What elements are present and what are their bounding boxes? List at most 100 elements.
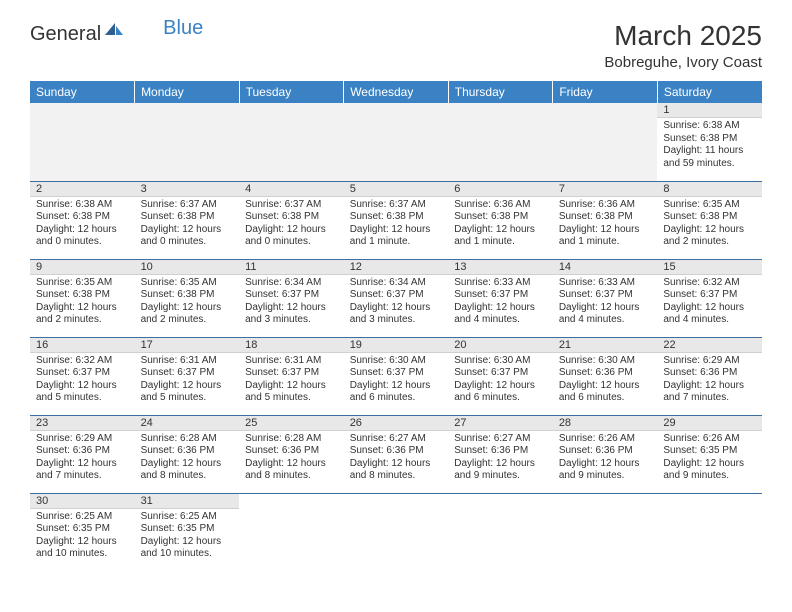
day-details: Sunrise: 6:29 AMSunset: 6:36 PMDaylight:… [657,353,762,409]
sunset-text: Sunset: 6:37 PM [454,289,547,302]
day-number: 16 [30,338,135,353]
calendar-body: 1Sunrise: 6:38 AMSunset: 6:38 PMDaylight… [30,103,762,571]
sunrise-text: Sunrise: 6:26 AM [663,433,756,446]
daylight-text: Daylight: 12 hours and 9 minutes. [663,458,756,483]
day-cell: 10Sunrise: 6:35 AMSunset: 6:38 PMDayligh… [135,259,240,337]
day-cell: 1Sunrise: 6:38 AMSunset: 6:38 PMDaylight… [657,103,762,181]
day-details: Sunrise: 6:36 AMSunset: 6:38 PMDaylight:… [448,197,553,253]
day-number: 29 [657,416,762,431]
day-number: 12 [344,260,449,275]
sunrise-text: Sunrise: 6:34 AM [350,277,443,290]
sunset-text: Sunset: 6:38 PM [663,211,756,224]
sunrise-text: Sunrise: 6:33 AM [454,277,547,290]
sunset-text: Sunset: 6:38 PM [36,211,129,224]
day-details: Sunrise: 6:31 AMSunset: 6:37 PMDaylight:… [135,353,240,409]
day-details: Sunrise: 6:32 AMSunset: 6:37 PMDaylight:… [30,353,135,409]
day-cell: 3Sunrise: 6:37 AMSunset: 6:38 PMDaylight… [135,181,240,259]
sunrise-text: Sunrise: 6:30 AM [350,355,443,368]
day-cell: 13Sunrise: 6:33 AMSunset: 6:37 PMDayligh… [448,259,553,337]
daylight-text: Daylight: 12 hours and 2 minutes. [663,224,756,249]
day-number: 13 [448,260,553,275]
day-cell: 31Sunrise: 6:25 AMSunset: 6:35 PMDayligh… [135,493,240,571]
day-cell: 6Sunrise: 6:36 AMSunset: 6:38 PMDaylight… [448,181,553,259]
sunrise-text: Sunrise: 6:35 AM [141,277,234,290]
day-number: 8 [657,182,762,197]
location-label: Bobreguhe, Ivory Coast [604,54,762,71]
day-cell: 17Sunrise: 6:31 AMSunset: 6:37 PMDayligh… [135,337,240,415]
sunset-text: Sunset: 6:36 PM [350,445,443,458]
day-header: Saturday [657,81,762,103]
day-details: Sunrise: 6:27 AMSunset: 6:36 PMDaylight:… [344,431,449,487]
daylight-text: Daylight: 12 hours and 5 minutes. [245,380,338,405]
day-cell: 16Sunrise: 6:32 AMSunset: 6:37 PMDayligh… [30,337,135,415]
day-header: Monday [135,81,240,103]
day-details: Sunrise: 6:28 AMSunset: 6:36 PMDaylight:… [135,431,240,487]
day-cell: 25Sunrise: 6:28 AMSunset: 6:36 PMDayligh… [239,415,344,493]
daylight-text: Daylight: 12 hours and 0 minutes. [245,224,338,249]
daylight-text: Daylight: 11 hours and 59 minutes. [663,145,756,170]
sunset-text: Sunset: 6:38 PM [36,289,129,302]
brand-logo: General Blue [30,20,203,49]
title-block: March 2025 Bobreguhe, Ivory Coast [604,20,762,71]
sunset-text: Sunset: 6:36 PM [36,445,129,458]
sunrise-text: Sunrise: 6:28 AM [141,433,234,446]
week-row: 23Sunrise: 6:29 AMSunset: 6:36 PMDayligh… [30,415,762,493]
daylight-text: Daylight: 12 hours and 1 minute. [454,224,547,249]
day-details: Sunrise: 6:33 AMSunset: 6:37 PMDaylight:… [553,275,658,331]
day-header-row: Sunday Monday Tuesday Wednesday Thursday… [30,81,762,103]
sail-icon [103,20,125,43]
daylight-text: Daylight: 12 hours and 7 minutes. [663,380,756,405]
sunset-text: Sunset: 6:36 PM [454,445,547,458]
day-cell: 23Sunrise: 6:29 AMSunset: 6:36 PMDayligh… [30,415,135,493]
day-cell: 29Sunrise: 6:26 AMSunset: 6:35 PMDayligh… [657,415,762,493]
day-cell: 11Sunrise: 6:34 AMSunset: 6:37 PMDayligh… [239,259,344,337]
sunset-text: Sunset: 6:38 PM [663,133,756,146]
day-cell: 19Sunrise: 6:30 AMSunset: 6:37 PMDayligh… [344,337,449,415]
day-cell: 12Sunrise: 6:34 AMSunset: 6:37 PMDayligh… [344,259,449,337]
sunrise-text: Sunrise: 6:36 AM [559,199,652,212]
day-cell: 8Sunrise: 6:35 AMSunset: 6:38 PMDaylight… [657,181,762,259]
daylight-text: Daylight: 12 hours and 0 minutes. [36,224,129,249]
calendar-table: Sunday Monday Tuesday Wednesday Thursday… [30,81,762,571]
day-cell [657,493,762,571]
day-number: 15 [657,260,762,275]
sunrise-text: Sunrise: 6:28 AM [245,433,338,446]
sunset-text: Sunset: 6:37 PM [559,289,652,302]
day-details: Sunrise: 6:37 AMSunset: 6:38 PMDaylight:… [239,197,344,253]
day-cell [448,103,553,181]
daylight-text: Daylight: 12 hours and 8 minutes. [350,458,443,483]
daylight-text: Daylight: 12 hours and 4 minutes. [559,302,652,327]
sunrise-text: Sunrise: 6:29 AM [36,433,129,446]
day-header: Tuesday [239,81,344,103]
daylight-text: Daylight: 12 hours and 10 minutes. [141,536,234,561]
sunset-text: Sunset: 6:36 PM [663,367,756,380]
day-number: 22 [657,338,762,353]
sunrise-text: Sunrise: 6:31 AM [245,355,338,368]
daylight-text: Daylight: 12 hours and 1 minute. [559,224,652,249]
day-number: 25 [239,416,344,431]
day-number: 11 [239,260,344,275]
day-number: 4 [239,182,344,197]
day-details: Sunrise: 6:26 AMSunset: 6:35 PMDaylight:… [657,431,762,487]
sunset-text: Sunset: 6:38 PM [245,211,338,224]
sunset-text: Sunset: 6:35 PM [141,523,234,536]
day-number: 30 [30,494,135,509]
week-row: 1Sunrise: 6:38 AMSunset: 6:38 PMDaylight… [30,103,762,181]
day-details: Sunrise: 6:35 AMSunset: 6:38 PMDaylight:… [135,275,240,331]
day-details: Sunrise: 6:25 AMSunset: 6:35 PMDaylight:… [30,509,135,565]
sunrise-text: Sunrise: 6:35 AM [36,277,129,290]
sunrise-text: Sunrise: 6:29 AM [663,355,756,368]
day-details: Sunrise: 6:34 AMSunset: 6:37 PMDaylight:… [344,275,449,331]
daylight-text: Daylight: 12 hours and 4 minutes. [663,302,756,327]
day-details: Sunrise: 6:37 AMSunset: 6:38 PMDaylight:… [344,197,449,253]
day-cell: 26Sunrise: 6:27 AMSunset: 6:36 PMDayligh… [344,415,449,493]
sunrise-text: Sunrise: 6:37 AM [350,199,443,212]
day-details: Sunrise: 6:35 AMSunset: 6:38 PMDaylight:… [657,197,762,253]
day-number: 3 [135,182,240,197]
sunset-text: Sunset: 6:38 PM [141,289,234,302]
sunset-text: Sunset: 6:37 PM [350,367,443,380]
calendar-page: General Blue March 2025 Bobreguhe, Ivory… [0,0,792,581]
sunset-text: Sunset: 6:36 PM [559,367,652,380]
daylight-text: Daylight: 12 hours and 6 minutes. [559,380,652,405]
sunset-text: Sunset: 6:36 PM [245,445,338,458]
